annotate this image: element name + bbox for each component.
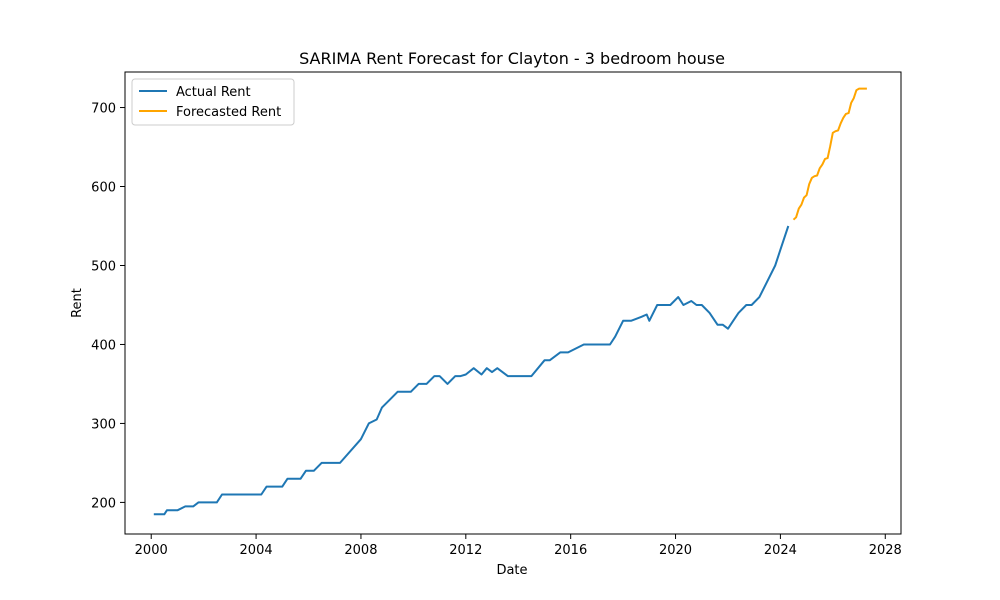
- x-tick-label-5: 2020: [659, 543, 692, 558]
- x-axis-label: Date: [496, 563, 527, 578]
- x-tick-label-0: 2000: [135, 543, 168, 558]
- legend-actual-rent-label: Actual Rent: [176, 85, 251, 100]
- legend: Actual Rent Forecasted Rent: [131, 78, 295, 126]
- y-tick-label-1: 300: [91, 417, 116, 432]
- x-tick-label-3: 2012: [449, 543, 482, 558]
- x-tick-label-2: 2008: [344, 543, 377, 558]
- plot-area-frame: [124, 71, 902, 535]
- actual-rent-line: [153, 225, 790, 516]
- x-tick-label-6: 2024: [764, 543, 797, 558]
- x-tick-label-4: 2016: [554, 543, 587, 558]
- legend-box: [131, 78, 295, 126]
- forecasted-rent-line: [792, 87, 867, 221]
- chart-title: SARIMA Rent Forecast for Clayton - 3 bed…: [299, 49, 725, 68]
- y-tick-label-0: 200: [91, 496, 116, 511]
- series-lines: [153, 87, 867, 516]
- x-axis-ticks: 2000 2004 2008 2012 2016 2020 2024 2028: [135, 534, 902, 558]
- y-tick-label-3: 500: [91, 259, 116, 274]
- y-tick-label-2: 400: [91, 338, 116, 353]
- x-tick-label-1: 2004: [240, 543, 273, 558]
- y-axis-label: Rent: [70, 288, 85, 318]
- y-axis-ticks: 200 300 400 500 600 700: [91, 102, 125, 511]
- y-tick-label-5: 700: [91, 102, 116, 117]
- x-tick-label-7: 2028: [869, 543, 902, 558]
- legend-forecasted-rent-label: Forecasted Rent: [176, 105, 281, 120]
- y-tick-label-4: 600: [91, 181, 116, 196]
